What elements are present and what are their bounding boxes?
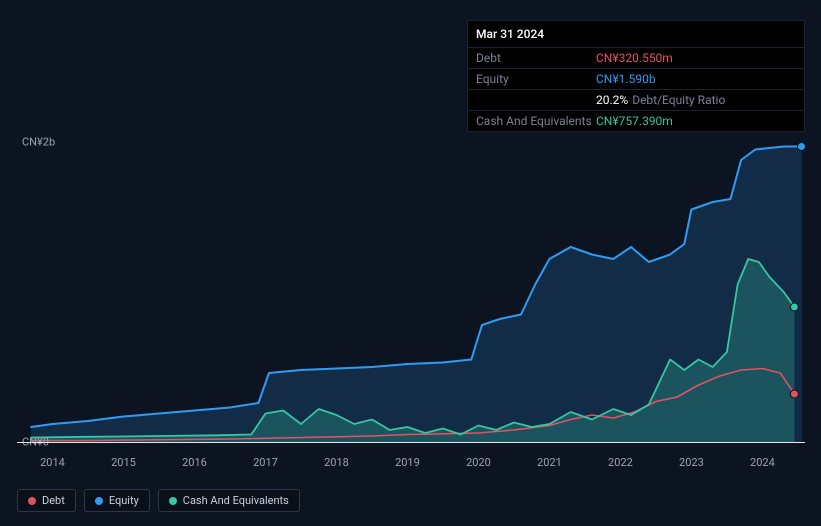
tooltip-row-value: CN¥320.550m: [596, 51, 796, 65]
tooltip-row-value: CN¥757.390m: [596, 114, 796, 128]
x-tick-label: 2017: [253, 456, 278, 469]
x-tick-label: 2023: [679, 456, 704, 469]
legend-dot-icon: [169, 497, 177, 505]
debt-marker: [790, 390, 798, 398]
tooltip-row-label: Debt: [476, 51, 596, 65]
x-axis-baseline: [17, 442, 805, 443]
tooltip-row-value: CN¥1.590b: [596, 72, 796, 86]
chart-legend: Debt Equity Cash And Equivalents: [17, 489, 300, 512]
x-tick-label: 2016: [182, 456, 207, 469]
legend-label: Equity: [109, 494, 139, 507]
legend-dot-icon: [95, 497, 103, 505]
tooltip-row-sublabel: Debt/Equity Ratio: [632, 93, 725, 107]
legend-item-cash[interactable]: Cash And Equivalents: [158, 489, 300, 512]
cash-marker: [790, 303, 798, 311]
tooltip-row-label: Equity: [476, 72, 596, 86]
legend-dot-icon: [28, 497, 36, 505]
legend-item-equity[interactable]: Equity: [84, 489, 150, 512]
tooltip-row-value: 20.2%Debt/Equity Ratio: [596, 93, 796, 107]
x-tick-label: 2022: [608, 456, 633, 469]
x-tick-label: 2021: [537, 456, 562, 469]
data-tooltip: Mar 31 2024 DebtCN¥320.550mEquityCN¥1.59…: [467, 20, 805, 132]
x-tick-label: 2018: [324, 456, 349, 469]
tooltip-date: Mar 31 2024: [468, 21, 804, 48]
x-tick-label: 2014: [40, 456, 65, 469]
legend-label: Debt: [42, 494, 65, 507]
equity-marker: [798, 143, 806, 151]
y-tick-label: CN¥2b: [22, 136, 55, 149]
tooltip-row-label: [476, 93, 596, 107]
tooltip-row: DebtCN¥320.550m: [468, 48, 804, 69]
x-tick-label: 2015: [111, 456, 136, 469]
tooltip-row: EquityCN¥1.590b: [468, 69, 804, 90]
tooltip-row-label: Cash And Equivalents: [476, 114, 596, 128]
plot-area: [17, 142, 805, 442]
tooltip-row: Cash And EquivalentsCN¥757.390m: [468, 111, 804, 131]
tooltip-row: 20.2%Debt/Equity Ratio: [468, 90, 804, 111]
x-tick-label: 2019: [395, 456, 420, 469]
legend-label: Cash And Equivalents: [183, 494, 289, 507]
legend-item-debt[interactable]: Debt: [17, 489, 76, 512]
x-tick-label: 2024: [750, 456, 775, 469]
x-tick-label: 2020: [466, 456, 491, 469]
